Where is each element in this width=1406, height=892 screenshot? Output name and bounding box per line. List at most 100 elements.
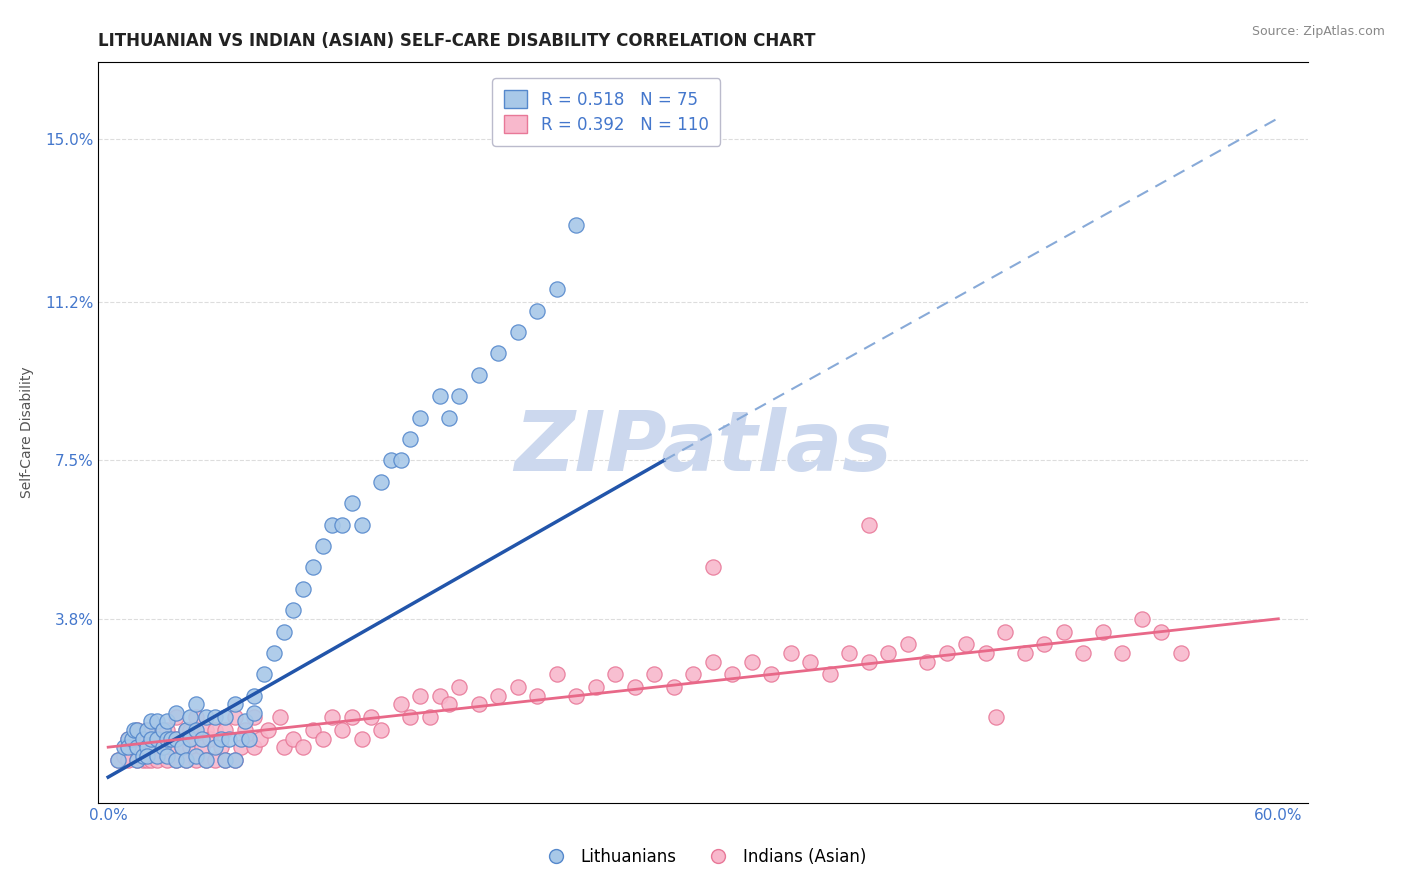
- Point: [184, 748, 207, 763]
- Point: [243, 689, 266, 703]
- Point: [146, 748, 169, 763]
- Point: [174, 753, 197, 767]
- Point: [191, 731, 214, 746]
- Point: [127, 731, 149, 746]
- Point: [209, 740, 232, 755]
- Point: [877, 646, 900, 660]
- Point: [1130, 612, 1153, 626]
- Text: Source: ZipAtlas.com: Source: ZipAtlas.com: [1251, 25, 1385, 38]
- Point: [136, 748, 159, 763]
- Point: [165, 710, 187, 724]
- Point: [132, 748, 155, 763]
- Point: [273, 740, 295, 755]
- Point: [204, 710, 226, 724]
- Point: [229, 740, 252, 755]
- Point: [224, 753, 246, 767]
- Point: [136, 753, 159, 767]
- Point: [238, 731, 260, 746]
- Point: [127, 723, 149, 737]
- Point: [139, 753, 162, 767]
- Point: [605, 667, 627, 681]
- Point: [172, 740, 194, 755]
- Point: [132, 753, 155, 767]
- Point: [112, 748, 135, 763]
- Point: [179, 731, 201, 746]
- Point: [858, 517, 880, 532]
- Point: [302, 560, 325, 574]
- Point: [257, 723, 280, 737]
- Point: [156, 748, 179, 763]
- Point: [399, 432, 422, 446]
- Point: [526, 303, 548, 318]
- Point: [159, 731, 181, 746]
- Point: [194, 753, 217, 767]
- Point: [1053, 624, 1076, 639]
- Point: [156, 731, 179, 746]
- Point: [204, 723, 226, 737]
- Point: [127, 753, 149, 767]
- Point: [214, 710, 236, 724]
- Point: [174, 753, 197, 767]
- Point: [194, 710, 217, 724]
- Point: [194, 723, 217, 737]
- Point: [156, 723, 179, 737]
- Point: [224, 753, 246, 767]
- Point: [1170, 646, 1192, 660]
- Point: [312, 731, 335, 746]
- Point: [214, 753, 236, 767]
- Point: [340, 496, 363, 510]
- Point: [136, 740, 159, 755]
- Point: [419, 710, 441, 724]
- Point: [449, 680, 471, 694]
- Point: [165, 731, 187, 746]
- Point: [682, 667, 704, 681]
- Point: [409, 410, 432, 425]
- Point: [243, 706, 266, 720]
- Point: [467, 368, 489, 382]
- Point: [439, 410, 461, 425]
- Point: [1014, 646, 1036, 660]
- Point: [838, 646, 860, 660]
- Point: [321, 517, 343, 532]
- Point: [243, 740, 266, 755]
- Point: [139, 731, 162, 746]
- Point: [127, 753, 149, 767]
- Point: [702, 560, 724, 574]
- Point: [204, 753, 226, 767]
- Point: [249, 731, 271, 746]
- Point: [984, 710, 1007, 724]
- Point: [380, 453, 402, 467]
- Point: [253, 667, 276, 681]
- Point: [152, 740, 174, 755]
- Point: [623, 680, 645, 694]
- Point: [350, 731, 373, 746]
- Point: [136, 723, 159, 737]
- Point: [741, 655, 763, 669]
- Point: [399, 710, 422, 724]
- Point: [121, 740, 143, 755]
- Point: [139, 714, 162, 729]
- Point: [209, 731, 232, 746]
- Point: [233, 714, 256, 729]
- Point: [184, 731, 207, 746]
- Point: [122, 723, 145, 737]
- Point: [1111, 646, 1133, 660]
- Point: [127, 723, 149, 737]
- Point: [156, 714, 179, 729]
- Point: [292, 740, 315, 755]
- Point: [243, 710, 266, 724]
- Point: [389, 453, 412, 467]
- Point: [146, 731, 169, 746]
- Point: [565, 689, 588, 703]
- Point: [269, 710, 291, 724]
- Text: ZIPatlas: ZIPatlas: [515, 407, 891, 488]
- Point: [224, 710, 246, 724]
- Point: [721, 667, 744, 681]
- Point: [439, 698, 461, 712]
- Point: [662, 680, 685, 694]
- Point: [546, 282, 568, 296]
- Point: [935, 646, 957, 660]
- Point: [174, 723, 197, 737]
- Point: [1033, 637, 1056, 651]
- Point: [340, 710, 363, 724]
